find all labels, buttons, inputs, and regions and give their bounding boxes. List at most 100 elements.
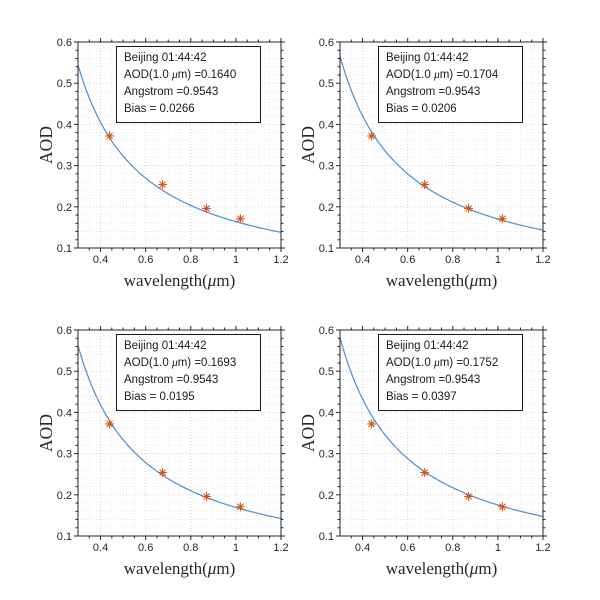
y-tick-label: 0.3 [57,161,72,173]
asterisk-marker [367,131,377,141]
y-tick-label: 0.5 [57,78,72,90]
grid-minor [78,330,281,536]
y-tick-label: 0.3 [319,449,334,461]
annotation-angstrom: Angstrom =0.9543 [124,374,219,386]
annotation-box: Beijing 01:44:42 AOD(1.0 μm) =0.1693 Ang… [116,334,261,411]
data-points [367,419,507,512]
annotation-aod-value: AOD(1.0 μm) =0.1640 [124,67,258,84]
annotation-angstrom: Angstrom =0.9543 [124,86,219,98]
annotation-box: Beijing 01:44:42 AOD(1.0 μm) =0.1752 Ang… [378,334,523,411]
x-axis-label: wavelength(μm) [386,559,497,578]
mu-symbol: μ [171,69,178,81]
data-points [105,131,245,224]
fit-curve [77,64,282,233]
x-tick-label: 1 [495,542,501,554]
x-tick-label: 1.2 [273,254,288,266]
y-tick-label: 0.2 [57,490,72,502]
mu-symbol: μ [433,69,440,81]
annotation-aod-post: m) =0.1704 [439,69,499,81]
annotation-angstrom: Angstrom =0.9543 [386,374,481,386]
asterisk-marker [420,180,430,190]
annotation-aod-post: m) =0.1640 [177,69,237,81]
y-tick-label: 0.1 [319,243,334,255]
y-tick-label: 0.3 [57,449,72,461]
annotation-station-time: Beijing 01:44:42 [386,340,469,352]
subplot-axes: 0.4 0.6 0.8 1 1.2 0.1 0.2 0.3 0.4 0.5 0.6 wavelengt… [298,325,551,578]
x-tick-label: 0.8 [445,542,460,554]
asterisk-marker [420,468,430,478]
x-tick-label: 0.8 [183,254,198,266]
y-tick-label: 0.6 [57,37,72,49]
annotation-station-time: Beijing 01:44:42 [124,52,207,64]
tick-marks [74,326,285,540]
data-points [105,419,245,512]
y-tick-label: 0.5 [57,366,72,378]
y-axis-label: AOD [298,126,318,164]
asterisk-marker [464,491,474,501]
subplot-top-left: 0.4 0.6 0.8 1 1.2 0.1 0.2 0.3 0.4 0.5 0.6 wavelengt… [10,10,310,300]
asterisk-marker [158,180,168,190]
y-tick-label: 0.6 [57,325,72,337]
x-tick-label: 0.6 [400,542,415,554]
asterisk-marker [497,214,507,224]
y-tick-label: 0.1 [319,531,334,543]
y-tick-label: 0.4 [319,119,334,131]
annotation-aod-pre: AOD(1.0 [124,69,172,81]
x-axis-label: wavelength(μm) [124,559,235,578]
tick-labels: 0.4 0.6 0.8 1 1.2 0.1 0.2 0.3 0.4 0.5 0.6 [319,37,551,266]
y-axis-label: AOD [36,126,56,164]
annotation-aod-value: AOD(1.0 μm) =0.1704 [386,67,520,84]
x-tick-label: 1.2 [535,254,550,266]
asterisk-marker [202,491,212,501]
y-tick-label: 0.1 [57,531,72,543]
subplot-axes: 0.4 0.6 0.8 1 1.2 0.1 0.2 0.3 0.4 0.5 0.6 wavelengt… [298,37,551,290]
x-axis-label: wavelength(μm) [124,271,235,290]
grid-minor [78,42,281,248]
asterisk-marker [235,502,245,512]
y-tick-label: 0.4 [57,407,72,419]
y-axis-label: AOD [298,414,318,452]
x-tick-label: 0.8 [183,542,198,554]
asterisk-marker [105,131,115,141]
annotation-aod-value: AOD(1.0 μm) =0.1693 [124,355,258,372]
mu-symbol: μ [469,559,479,578]
mu-symbol: μ [433,357,440,369]
subplot-top-right: 0.4 0.6 0.8 1 1.2 0.1 0.2 0.3 0.4 0.5 0.6 wavelengt… [272,10,572,300]
tick-marks [336,38,547,252]
grid-major [78,330,281,536]
grid-major [340,42,543,248]
tick-labels: 0.4 0.6 0.8 1 1.2 0.1 0.2 0.3 0.4 0.5 0.6 [57,325,289,554]
grid-major [78,42,281,248]
annotation-box: Beijing 01:44:42 AOD(1.0 μm) =0.1704 Ang… [378,46,523,123]
x-tick-label: 0.4 [93,542,108,554]
tick-labels: 0.4 0.6 0.8 1 1.2 0.1 0.2 0.3 0.4 0.5 0.6 [319,325,551,554]
annotation-aod-post: m) =0.1693 [177,357,237,369]
x-tick-label: 0.6 [400,254,415,266]
x-tick-label: 1 [233,254,239,266]
subplot-bottom-right: 0.4 0.6 0.8 1 1.2 0.1 0.2 0.3 0.4 0.5 0.6 wavelengt… [272,298,572,588]
x-tick-label: 0.4 [355,542,370,554]
x-tick-label: 0.4 [355,254,370,266]
data-points [367,131,507,224]
x-tick-label: 0.4 [93,254,108,266]
annotation-bias: Bias = 0.0397 [386,391,457,403]
y-tick-label: 0.6 [319,325,334,337]
annotation-aod-pre: AOD(1.0 [386,69,434,81]
subplot-bottom-left: 0.4 0.6 0.8 1 1.2 0.1 0.2 0.3 0.4 0.5 0.6 wavelengt… [10,298,310,588]
x-tick-label: 0.6 [138,542,153,554]
y-tick-label: 0.6 [319,37,334,49]
asterisk-marker [367,419,377,429]
y-tick-label: 0.5 [319,78,334,90]
x-axis-label: wavelength(μm) [386,271,497,290]
grid-major [340,330,543,536]
y-axis-label: AOD [36,414,56,452]
asterisk-marker [105,419,115,429]
asterisk-marker [464,203,474,213]
annotation-bias: Bias = 0.0206 [386,103,457,115]
x-tick-label: 1 [495,254,501,266]
annotation-aod-pre: AOD(1.0 [124,357,172,369]
annotation-box: Beijing 01:44:42 AOD(1.0 μm) =0.1640 Ang… [116,46,261,123]
y-tick-label: 0.1 [57,243,72,255]
y-tick-label: 0.5 [319,366,334,378]
